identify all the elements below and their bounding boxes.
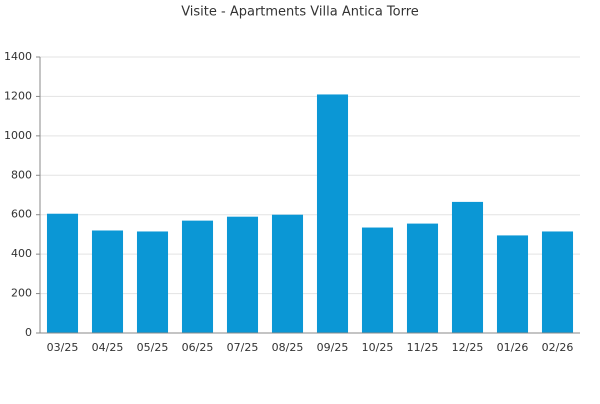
bar [91,230,124,333]
x-tick-label: 08/25 [272,341,304,354]
bar [496,235,529,333]
bar [406,223,439,333]
y-tick-label: 1000 [4,129,32,142]
x-tick-label: 04/25 [92,341,124,354]
y-tick-label: 1200 [4,89,32,102]
x-tick-label: 07/25 [227,341,259,354]
x-tick-label: 05/25 [137,341,169,354]
x-tick-label: 10/25 [362,341,394,354]
y-tick-label: 600 [11,208,32,221]
bar [46,213,79,333]
y-tick-label: 1400 [4,50,32,63]
y-tick-label: 800 [11,168,32,181]
bar [451,201,484,333]
bar [271,214,304,333]
x-tick-label: 09/25 [317,341,349,354]
chart-title: Visite - Apartments Villa Antica Torre [181,5,419,20]
bar [361,227,394,333]
bar [181,220,214,333]
y-tick-label: 400 [11,247,32,260]
bar [541,231,574,333]
bar [316,94,349,333]
y-tick-label: 200 [11,287,32,300]
x-tick-label: 03/25 [47,341,79,354]
x-tick-label: 01/26 [497,341,529,354]
bar [226,216,259,333]
y-tick-label: 0 [25,326,32,339]
x-tick-label: 12/25 [452,341,484,354]
x-tick-label: 06/25 [182,341,214,354]
x-tick-label: 02/26 [542,341,574,354]
x-tick-label: 11/25 [407,341,439,354]
bar [136,231,169,333]
